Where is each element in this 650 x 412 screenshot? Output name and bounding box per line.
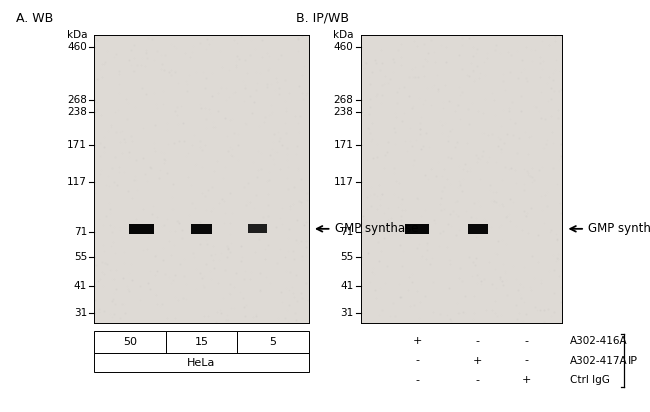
Text: HeLa: HeLa — [187, 358, 216, 368]
Text: 41: 41 — [341, 281, 354, 291]
Text: 31: 31 — [341, 308, 354, 318]
Text: 238: 238 — [67, 107, 87, 117]
Text: 41: 41 — [74, 281, 87, 291]
Text: 71: 71 — [341, 227, 354, 236]
Text: 55: 55 — [341, 252, 354, 262]
Text: -: - — [476, 375, 480, 385]
Polygon shape — [129, 224, 154, 234]
Text: GMP synthase: GMP synthase — [335, 222, 418, 235]
Text: +: + — [473, 356, 482, 365]
Text: A. WB: A. WB — [16, 12, 53, 25]
Polygon shape — [248, 224, 267, 234]
Polygon shape — [467, 224, 488, 234]
Text: Ctrl IgG: Ctrl IgG — [570, 375, 610, 385]
Text: 171: 171 — [67, 140, 87, 150]
Text: 50: 50 — [123, 337, 137, 347]
Text: 117: 117 — [67, 177, 87, 187]
Text: -: - — [476, 336, 480, 346]
Text: 71: 71 — [74, 227, 87, 236]
Text: 268: 268 — [67, 96, 87, 105]
Text: 5: 5 — [270, 337, 276, 347]
Polygon shape — [405, 224, 429, 234]
Text: 460: 460 — [68, 42, 87, 52]
Text: 460: 460 — [334, 42, 354, 52]
Text: -: - — [524, 336, 528, 346]
Text: GMP synthase: GMP synthase — [588, 222, 650, 235]
Text: A302-417A: A302-417A — [570, 356, 628, 365]
Text: kDa: kDa — [333, 30, 354, 40]
Text: 117: 117 — [333, 177, 354, 187]
Text: 268: 268 — [333, 96, 354, 105]
Text: -: - — [415, 375, 419, 385]
Text: -: - — [524, 356, 528, 365]
Text: IP: IP — [628, 356, 638, 365]
Text: 15: 15 — [194, 337, 209, 347]
Text: 171: 171 — [333, 140, 354, 150]
Text: A302-416A: A302-416A — [570, 336, 628, 346]
Text: +: + — [521, 375, 530, 385]
Text: -: - — [415, 356, 419, 365]
Text: 238: 238 — [333, 107, 354, 117]
Text: 55: 55 — [74, 252, 87, 262]
Text: +: + — [413, 336, 422, 346]
Text: kDa: kDa — [66, 30, 87, 40]
Polygon shape — [191, 224, 212, 234]
Text: 31: 31 — [74, 308, 87, 318]
Text: B. IP/WB: B. IP/WB — [296, 12, 349, 25]
